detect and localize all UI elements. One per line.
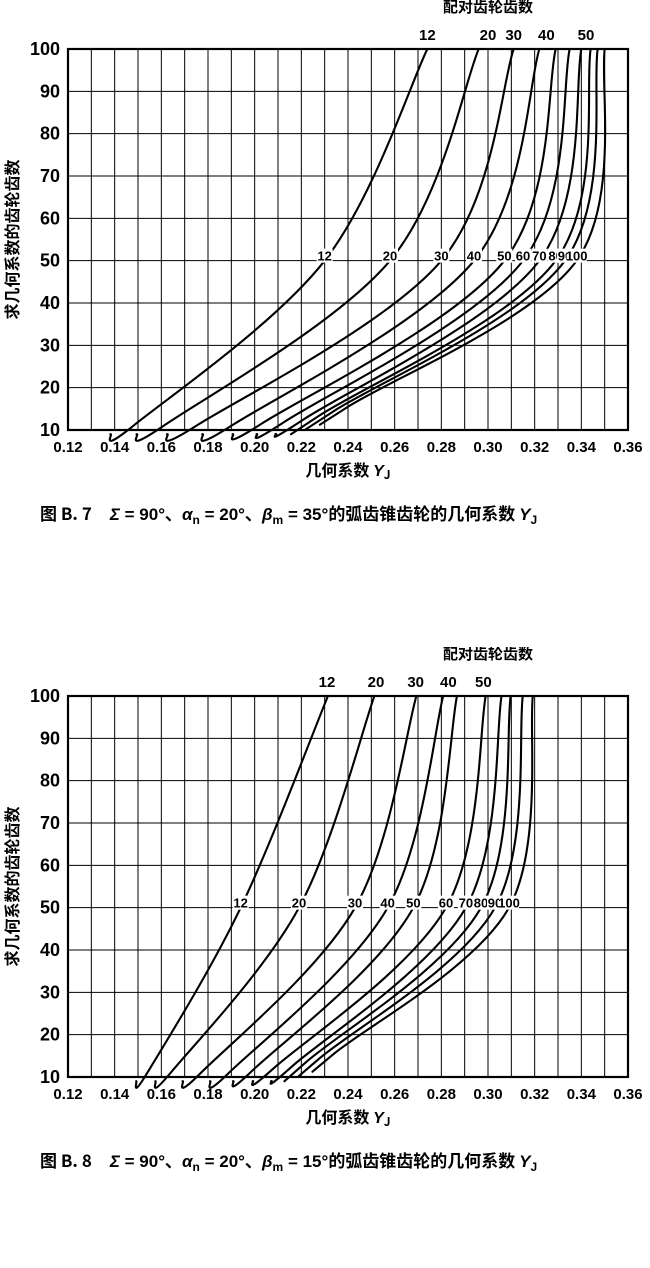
svg-text:100: 100 [30,39,60,59]
svg-text:0.14: 0.14 [100,439,130,456]
svg-text:12: 12 [317,249,331,264]
svg-text:80: 80 [474,896,488,911]
svg-text:40: 40 [380,896,394,911]
svg-text:12: 12 [419,27,436,44]
svg-text:0.26: 0.26 [380,439,409,456]
svg-text:100: 100 [498,896,520,911]
svg-text:配对齿轮齿数: 配对齿轮齿数 [443,647,533,664]
svg-text:40: 40 [467,249,481,264]
svg-text:0.18: 0.18 [193,1086,222,1103]
svg-text:配对齿轮齿数: 配对齿轮齿数 [443,0,533,17]
svg-text:0.20: 0.20 [240,439,269,456]
svg-text:100: 100 [566,249,588,264]
svg-text:90: 90 [40,81,60,101]
svg-text:图 B. 7Σ = 90°、αn = 20°、βm = 35: 图 B. 7Σ = 90°、αn = 20°、βm = 35°的弧齿锥齿轮的几何… [40,500,537,527]
svg-text:0.16: 0.16 [147,1086,176,1103]
svg-text:几何系数 YJ: 几何系数 YJ [305,1104,390,1130]
svg-text:10: 10 [40,420,60,440]
svg-text:30: 30 [348,896,362,911]
svg-text:求几何系数的齿轮齿数: 求几何系数的齿轮齿数 [0,159,23,319]
svg-text:40: 40 [40,293,60,313]
svg-text:0.22: 0.22 [287,439,316,456]
svg-text:30: 30 [407,674,424,691]
svg-text:30: 30 [505,27,522,44]
svg-text:50: 50 [475,674,492,691]
svg-text:70: 70 [40,166,60,186]
svg-text:0.22: 0.22 [287,1086,316,1103]
svg-text:50: 50 [40,898,60,918]
svg-text:20: 20 [40,378,60,398]
svg-text:90: 90 [40,728,60,748]
svg-text:0.18: 0.18 [193,439,222,456]
svg-text:20: 20 [368,674,385,691]
svg-text:40: 40 [538,27,555,44]
svg-text:10: 10 [40,1067,60,1087]
svg-text:60: 60 [516,249,530,264]
svg-text:60: 60 [40,208,60,228]
svg-text:70: 70 [459,896,473,911]
svg-text:60: 60 [439,896,453,911]
svg-text:几何系数 YJ: 几何系数 YJ [305,457,390,483]
svg-text:0.12: 0.12 [53,439,82,456]
svg-text:20: 20 [480,27,497,44]
svg-text:30: 30 [40,982,60,1002]
svg-text:100: 100 [30,686,60,706]
svg-text:0.34: 0.34 [567,1086,597,1103]
svg-text:0.20: 0.20 [240,1086,269,1103]
svg-text:40: 40 [40,940,60,960]
svg-text:50: 50 [578,27,595,44]
svg-text:0.28: 0.28 [427,1086,456,1103]
svg-text:20: 20 [383,249,397,264]
svg-text:50: 50 [406,896,420,911]
svg-text:50: 50 [40,251,60,271]
svg-text:20: 20 [40,1025,60,1045]
svg-text:求几何系数的齿轮齿数: 求几何系数的齿轮齿数 [0,806,23,966]
svg-text:0.30: 0.30 [473,1086,502,1103]
svg-text:0.24: 0.24 [333,439,363,456]
svg-text:12: 12 [233,896,247,911]
svg-text:0.24: 0.24 [333,1086,363,1103]
svg-text:0.32: 0.32 [520,1086,549,1103]
svg-text:50: 50 [497,249,511,264]
svg-text:80: 80 [40,124,60,144]
svg-text:0.28: 0.28 [427,439,456,456]
svg-text:0.36: 0.36 [613,439,642,456]
svg-text:12: 12 [319,674,336,691]
svg-text:40: 40 [440,674,457,691]
svg-text:20: 20 [292,896,306,911]
svg-text:0.26: 0.26 [380,1086,409,1103]
svg-text:0.36: 0.36 [613,1086,642,1103]
svg-text:30: 30 [434,249,448,264]
svg-text:0.16: 0.16 [147,439,176,456]
svg-text:0.34: 0.34 [567,439,597,456]
svg-text:70: 70 [40,813,60,833]
svg-text:图 B. 8Σ = 90°、αn = 20°、βm = 15: 图 B. 8Σ = 90°、αn = 20°、βm = 15°的弧齿锥齿轮的几何… [40,1147,537,1174]
svg-text:0.12: 0.12 [53,1086,82,1103]
svg-text:0.14: 0.14 [100,1086,130,1103]
svg-text:30: 30 [40,335,60,355]
svg-text:0.32: 0.32 [520,439,549,456]
svg-text:70: 70 [532,249,546,264]
svg-text:0.30: 0.30 [473,439,502,456]
svg-text:80: 80 [40,771,60,791]
svg-text:60: 60 [40,855,60,875]
